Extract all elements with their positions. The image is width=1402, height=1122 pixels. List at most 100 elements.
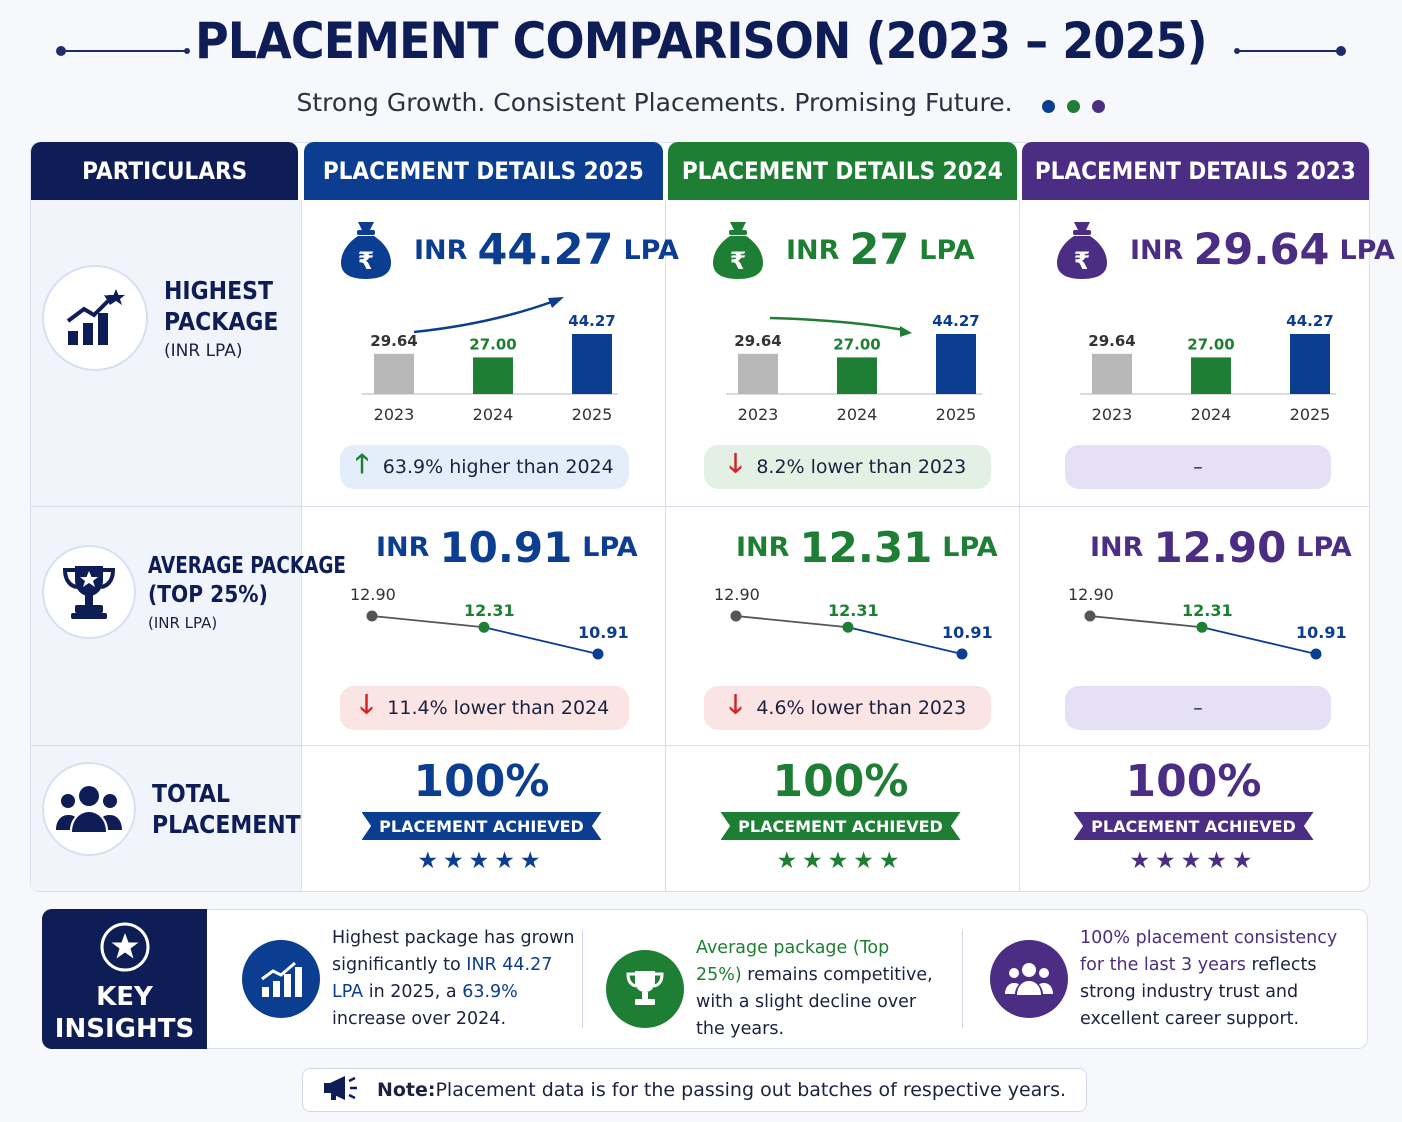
money-bag-icon: ₹ [341, 222, 391, 279]
divider [582, 930, 583, 1028]
subtitle-dots [1030, 90, 1106, 119]
key-insights-line1: KEY [96, 982, 153, 1012]
line-value-label: 12.90 [350, 585, 396, 604]
bar-2024 [837, 357, 877, 394]
bar-tick-label: 2023 [374, 405, 415, 424]
bar-tick-label: 2025 [936, 405, 977, 424]
average-package-headline-2024: INR 12.31 LPA [736, 523, 998, 572]
bar-tick-label: 2023 [1092, 405, 1133, 424]
money-bag-icon: ₹ [713, 222, 763, 279]
rating-stars-2023: ★★★★★ [1129, 848, 1258, 874]
bar-2023 [738, 353, 778, 394]
insight-highest: Highest package has grown significantly … [242, 925, 582, 1033]
insight-average: Average package (Top 25%) remains compet… [606, 935, 936, 1043]
svg-text:₹: ₹ [1074, 247, 1091, 275]
average-change-badge-2024: 🡓 4.6% lower than 2023 [704, 686, 991, 730]
bar-value-label: 29.64 [734, 332, 781, 350]
key-insights-line2: INSIGHTS [54, 1014, 195, 1044]
bar-value-label: 29.64 [370, 332, 417, 350]
line-point-2023 [366, 610, 378, 622]
line-segment [371, 615, 485, 629]
bar-value-label: 27.00 [469, 335, 516, 353]
title-decoration-right [1234, 46, 1346, 56]
insight-highest-text: Highest package has grown significantly … [332, 928, 575, 1029]
average-package-line-chart-2024: 12.90 12.31 10.91 [714, 585, 992, 660]
total-label-2: PLACEMENT [152, 810, 301, 839]
bar-value-label: 27.00 [1187, 335, 1234, 353]
line-point-2024 [478, 621, 490, 633]
page-subtitle: Strong Growth. Consistent Placements. Pr… [0, 88, 1402, 119]
group-icon [990, 940, 1068, 1018]
line-point-2024 [1196, 621, 1208, 633]
particular-average-package: AVERAGE PACKAGE (TOP 25%) (INR LPA) [42, 545, 396, 639]
insight-placement: 100% placement consistency for the last … [990, 925, 1340, 1033]
divider [31, 506, 1369, 507]
money-bag-icon: ₹ [1057, 222, 1107, 279]
line-point-2023 [730, 610, 742, 622]
trend-arrow-head [900, 326, 912, 337]
line-value-label: 10.91 [942, 623, 992, 642]
placement-percent-2025: 100% [413, 756, 550, 807]
average-label-2: (TOP 25%) [148, 582, 268, 608]
bar-2025 [1290, 334, 1330, 394]
placement-percent-2023: 100% [1125, 756, 1262, 807]
particular-total-placement: TOTAL PLACEMENT [42, 762, 321, 856]
rating-stars-2025: ★★★★★ [417, 848, 546, 874]
trend-arrow [769, 316, 905, 332]
header-2025: PLACEMENT DETAILS 2025 [304, 142, 663, 200]
divider [962, 930, 963, 1028]
line-value-label: 12.90 [1068, 585, 1114, 604]
page-title: PLACEMENT COMPARISON (2023 – 2025) [195, 12, 1208, 70]
particular-highest-package: HIGHEST PACKAGE (INR LPA) [42, 265, 294, 371]
highest-package-bar-chart-2023: 29.64 2023 27.00 2024 44.27 2025 [1080, 312, 1336, 424]
bar-value-label: 44.27 [1286, 312, 1333, 330]
highest-package-headline-2023: ₹ INR 29.64 LPA [1056, 220, 1395, 280]
bar-2024 [473, 357, 513, 394]
key-insights-heading: KEY INSIGHTS [42, 909, 207, 1049]
note-label: Note: [376, 1079, 436, 1101]
bar-growth-icon [242, 940, 320, 1018]
divider [301, 200, 302, 891]
bar-tick-label: 2024 [837, 405, 878, 424]
average-change-badge-2025: 🡓 11.4% lower than 2024 [340, 686, 629, 730]
highest-package-headline-2025: ₹ INR 44.27 LPA [340, 220, 679, 280]
bar-2025 [572, 334, 612, 394]
trophy-icon [42, 545, 136, 639]
line-value-label: 12.31 [828, 601, 879, 620]
bar-2023 [1092, 353, 1132, 394]
total-label-1: TOTAL [152, 779, 231, 808]
bar-tick-label: 2023 [738, 405, 779, 424]
highest-unit: (INR LPA) [164, 341, 243, 361]
line-point-2023 [1084, 610, 1096, 622]
line-point-2024 [842, 621, 854, 633]
average-label-1: AVERAGE PACKAGE [148, 553, 346, 579]
header-particulars: PARTICULARS [31, 142, 298, 200]
insight-average-text: Average package (Top 25%) remains compet… [696, 938, 933, 1039]
line-point-2025 [592, 648, 604, 660]
highest-package-bar-chart-2024: 29.64 2023 27.00 2024 44.27 2025 [726, 312, 982, 424]
line-point-2025 [956, 648, 968, 660]
bar-value-label: 44.27 [568, 312, 615, 330]
bar-value-label: 27.00 [833, 335, 880, 353]
header-2023: PLACEMENT DETAILS 2023 [1022, 142, 1369, 200]
highest-label-2: PACKAGE [164, 307, 279, 336]
divider [1019, 200, 1020, 891]
highest-change-badge-2024: 🡓 8.2% lower than 2023 [704, 445, 991, 489]
arrow-down-icon: 🡓 [728, 449, 743, 479]
bar-value-label: 29.64 [1088, 332, 1135, 350]
note-bar: Note: Placement data is for the passing … [302, 1068, 1087, 1112]
arrow-down-icon: 🡓 [359, 690, 374, 720]
divider [665, 200, 666, 891]
placement-achieved-ribbon-2025: PLACEMENT ACHIEVED [361, 812, 602, 840]
bar-2023 [374, 353, 414, 394]
svg-text:₹: ₹ [730, 247, 747, 275]
line-segment [1089, 615, 1203, 629]
insight-placement-text: 100% placement consistency for the last … [1080, 928, 1338, 1029]
line-value-label: 12.31 [1182, 601, 1233, 620]
highest-change-badge-2025: 🡑 63.9% higher than 2024 [340, 445, 629, 489]
line-value-label: 10.91 [578, 623, 628, 642]
trend-arrow [413, 298, 558, 334]
trophy-icon [606, 950, 684, 1028]
title-decoration-left [56, 46, 190, 56]
line-segment [483, 626, 599, 655]
